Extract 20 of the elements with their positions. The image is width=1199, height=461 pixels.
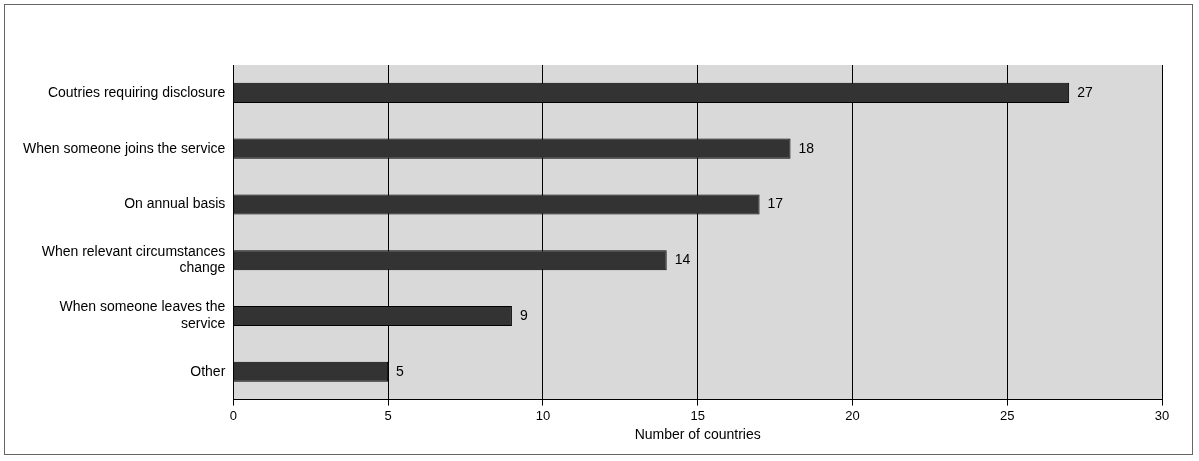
- x-tick-label: 10: [535, 407, 551, 423]
- y-tick-label: When someone leaves the service: [59, 298, 226, 332]
- y-tick-label: When relevant circumstances change: [41, 242, 226, 276]
- data-label: 9: [519, 306, 528, 323]
- x-tick-label: 0: [229, 407, 237, 423]
- data-label: 14: [674, 251, 691, 268]
- x-tick-label: 30: [1154, 407, 1170, 423]
- y-tick-label: Other: [190, 362, 226, 379]
- data-label: 17: [767, 195, 784, 212]
- x-tick-label: 25: [999, 407, 1015, 423]
- x-tick-label: 15: [690, 407, 705, 423]
- data-label: 27: [1077, 83, 1093, 100]
- x-tick-label: 20: [845, 407, 860, 423]
- data-label: 5: [396, 362, 405, 379]
- y-tick-label: On annual basis: [124, 195, 226, 212]
- x-axis-title: Number of countries: [634, 426, 761, 443]
- y-tick-label: Coutries requiring disclosure: [47, 83, 226, 100]
- y-tick-label: When someone joins the service: [23, 139, 226, 156]
- data-label: 18: [798, 139, 815, 156]
- x-tick-label: 5: [384, 407, 392, 423]
